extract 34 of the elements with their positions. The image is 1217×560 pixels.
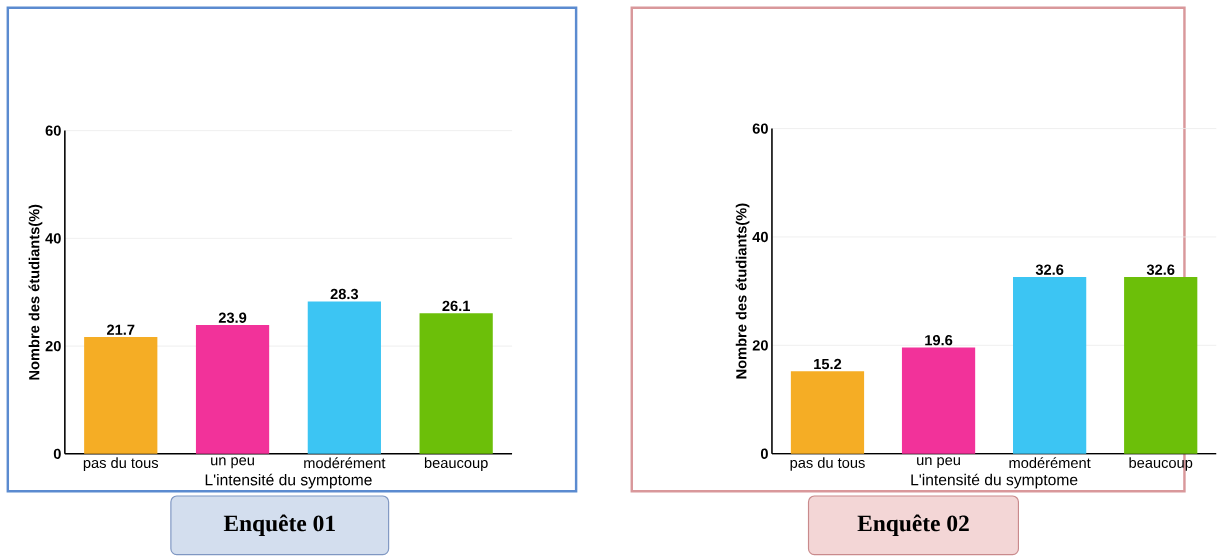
y-tick-label: 0 [53,448,61,459]
text: Enquête 01 [223,514,335,536]
y-tick-label: 0 [760,448,768,459]
data-label: 32.6 [1035,264,1064,275]
data-label: 19.6 [925,334,953,346]
y-axis-title: Nombre des étudiants(%) [28,204,43,380]
data-label: 26.1 [442,300,470,311]
x-tick-label: modérément [304,457,386,468]
x-tick-label: un peu [917,456,960,468]
x-tick-label: un peu [211,457,254,468]
y-axis-title: Nombre des étudiants(%) [735,203,750,379]
y-tick-label: 60 [45,125,61,136]
y-tick-label: 40 [752,231,768,242]
data-label: 21.7 [107,324,135,335]
x-tick-label: modérément [1009,456,1091,468]
y-tick-label: 20 [752,339,768,351]
y-tick-label: 60 [752,123,768,134]
x-tick-label: beaucoup [1129,456,1193,471]
x-tick-label: beaucoup [424,457,488,471]
x-tick-label: pas du tous [83,457,159,471]
x-tick-label: pas du tous [790,456,865,471]
bar [1013,276,1087,454]
x-axis-title: L'intensité du symptome [911,473,1078,489]
text: Enquête 02 [857,514,969,536]
y-tick-label: 40 [45,232,61,244]
bar [790,371,865,454]
bar [901,347,976,454]
bar [1124,276,1198,454]
data-label: 15.2 [814,358,842,369]
x-axis-title: L'intensité du symptome [205,473,372,489]
data-label: 28.3 [330,288,359,299]
data-label: 23.9 [218,312,247,323]
y-tick-label: 20 [45,340,61,352]
data-label: 32.6 [1146,264,1175,275]
